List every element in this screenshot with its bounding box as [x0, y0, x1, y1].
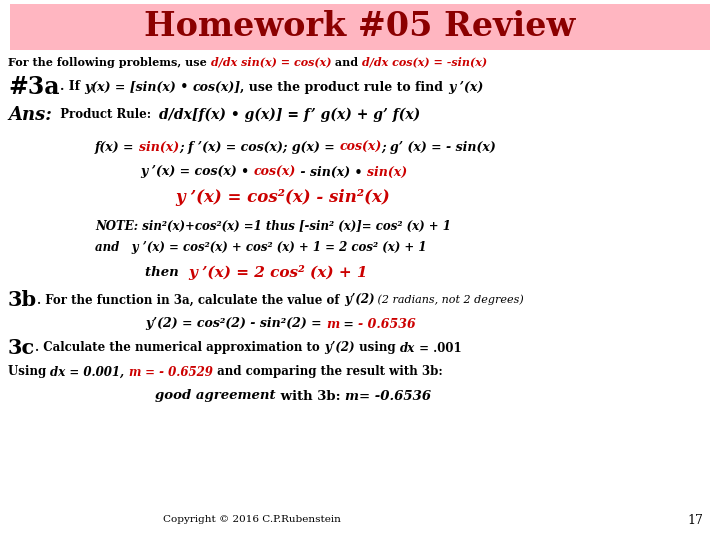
Text: good agreement: good agreement: [155, 389, 276, 402]
Text: y ’(x): y ’(x): [448, 80, 483, 93]
Text: then: then: [145, 266, 188, 279]
Text: m: m: [129, 366, 141, 379]
Text: and   y ’(x) = cos²(x) + cos² (x) + 1 = 2 cos² (x) + 1: and y ’(x) = cos²(x) + cos² (x) + 1 = 2 …: [95, 241, 426, 254]
Text: y’(2): y’(2): [343, 294, 374, 307]
Text: y’(2): y’(2): [324, 341, 355, 354]
Text: (2 radians, not 2 degrees): (2 radians, not 2 degrees): [374, 295, 524, 305]
Text: 3c: 3c: [8, 338, 35, 358]
Text: cos(x)]: cos(x)]: [192, 80, 240, 93]
Text: For the following problems, use: For the following problems, use: [8, 57, 211, 68]
Text: with 3b:: with 3b:: [276, 389, 345, 402]
Text: Product Rule:: Product Rule:: [52, 109, 159, 122]
Text: = - 0.6529: = - 0.6529: [141, 366, 213, 379]
Text: y ’(x) = cos²(x) - sin²(x): y ’(x) = cos²(x) - sin²(x): [175, 188, 390, 206]
FancyBboxPatch shape: [10, 4, 710, 50]
Text: d/dx[f(x) • g(x)] = f’ g(x) + g’ f(x): d/dx[f(x) • g(x)] = f’ g(x) + g’ f(x): [159, 108, 420, 122]
Text: using: using: [355, 341, 400, 354]
Text: y’(2) = cos²(2) - sin²(2) =: y’(2) = cos²(2) - sin²(2) =: [145, 318, 326, 330]
Text: Ans:: Ans:: [8, 106, 52, 124]
Text: sin(x): sin(x): [139, 140, 179, 153]
Text: Homework #05 Review: Homework #05 Review: [145, 10, 575, 43]
Text: Copyright © 2016 C.P.Rubenstein: Copyright © 2016 C.P.Rubenstein: [163, 516, 341, 524]
Text: . Calculate the numerical approximation to: . Calculate the numerical approximation …: [35, 341, 324, 354]
Text: 17: 17: [687, 514, 703, 526]
Text: dx = 0.001,: dx = 0.001,: [50, 366, 129, 379]
Text: f(x) =: f(x) =: [95, 140, 139, 153]
Text: y(x) = [sin(x): y(x) = [sin(x): [84, 80, 176, 93]
Text: cos(x): cos(x): [253, 165, 296, 179]
Text: y ’(x) = 2 cos² (x) + 1: y ’(x) = 2 cos² (x) + 1: [188, 265, 367, 280]
Text: = .001: = .001: [415, 341, 462, 354]
Text: NOTE: sin²(x)+cos²(x) =1 thus [-sin² (x)]= cos² (x) + 1: NOTE: sin²(x)+cos²(x) =1 thus [-sin² (x)…: [95, 219, 451, 233]
Text: ; g’ (x) = - sin(x): ; g’ (x) = - sin(x): [382, 140, 496, 153]
Text: and comparing the result with 3b:: and comparing the result with 3b:: [213, 366, 443, 379]
Text: d/dx sin(x) = cos(x): d/dx sin(x) = cos(x): [211, 57, 331, 68]
Text: y ’(x) = cos(x) •: y ’(x) = cos(x) •: [140, 165, 253, 179]
Text: m: m: [326, 318, 339, 330]
Text: m= -0.6536: m= -0.6536: [345, 389, 431, 402]
Text: . For the function in 3a, calculate the value of: . For the function in 3a, calculate the …: [37, 294, 343, 307]
Text: . If: . If: [60, 80, 84, 93]
Text: ; f ’(x) = cos(x); g(x) =: ; f ’(x) = cos(x); g(x) =: [179, 140, 339, 153]
Text: - 0.6536: - 0.6536: [359, 318, 416, 330]
Text: dx: dx: [400, 341, 415, 354]
Text: and: and: [331, 57, 362, 68]
Text: #3a: #3a: [8, 75, 60, 99]
Text: Using: Using: [8, 366, 50, 379]
Text: =: =: [339, 318, 359, 330]
Text: - sin(x) •: - sin(x) •: [296, 165, 366, 179]
Text: sin(x): sin(x): [366, 165, 407, 179]
Text: d/dx cos(x) = -sin(x): d/dx cos(x) = -sin(x): [362, 57, 487, 68]
Text: , use the product rule to find: , use the product rule to find: [240, 80, 448, 93]
Text: cos(x): cos(x): [339, 140, 382, 153]
Text: •: •: [176, 80, 192, 93]
Text: 3b: 3b: [8, 290, 37, 310]
